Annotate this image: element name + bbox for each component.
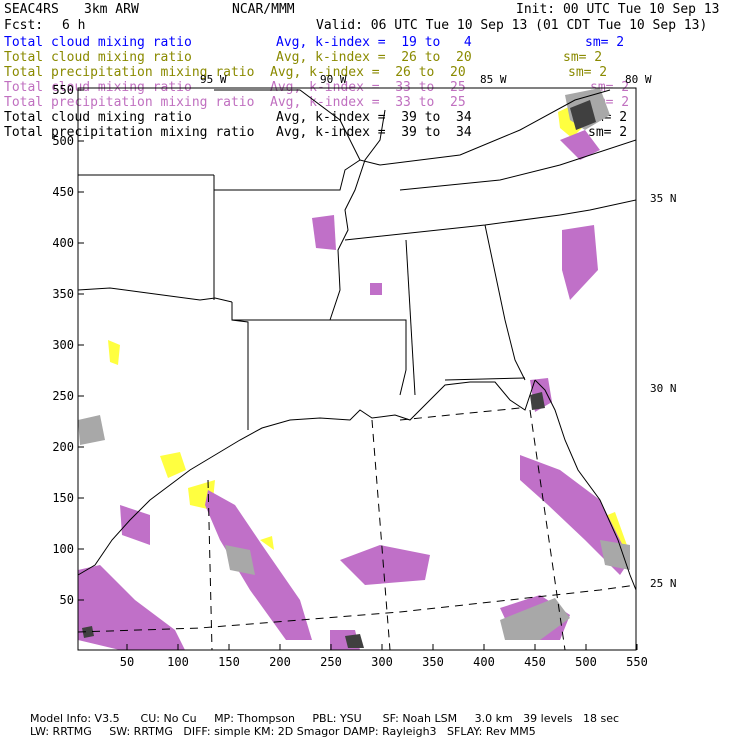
cloud-patch-violet <box>370 283 382 295</box>
lat-lon-dashed-line <box>77 584 637 633</box>
border-line <box>329 109 386 321</box>
x-tick-label: 50 <box>120 655 134 669</box>
y-tick-label: 350 <box>52 287 74 301</box>
model-label: 3km ARW <box>84 2 139 17</box>
border-line <box>444 377 526 381</box>
legend-field-1: Total cloud mixing ratio <box>4 50 192 65</box>
lat-lon-dashed-line <box>371 419 391 651</box>
x-tick-label: 550 <box>626 655 648 669</box>
border-line <box>77 379 536 576</box>
cloud-patch-gray <box>78 415 105 445</box>
model-info-line1: Model Info: V3.5 CU: No Cu MP: Thompson … <box>30 712 620 725</box>
cloud-patch-dark <box>82 626 94 638</box>
x-tick-label: 250 <box>320 655 342 669</box>
cloud-field <box>78 88 630 650</box>
border-line <box>399 139 637 191</box>
border-line <box>534 379 637 591</box>
legend-avg-4: Avg, k-index = 33 to 25 <box>270 95 466 110</box>
valid-time: Valid: 06 UTC Tue 10 Sep 13 (01 CDT Tue … <box>316 18 708 33</box>
cloud-patch-gray <box>500 598 570 640</box>
lon-label: 90 W <box>320 73 347 86</box>
x-tick-label: 150 <box>218 655 240 669</box>
legend-avg-1: Avg, k-index = 26 to 20 <box>276 50 472 65</box>
y-tick-label: 50 <box>60 593 74 607</box>
border-line <box>344 214 561 241</box>
org-label: NCAR/MMM <box>232 2 295 17</box>
y-tick-label: 150 <box>52 491 74 505</box>
legend-avg-0: Avg, k-index = 19 to 4 <box>276 35 472 50</box>
fcst-label: Fcst: <box>4 18 44 33</box>
y-tick-label: 400 <box>52 236 74 250</box>
cloud-patch-gray <box>225 545 255 575</box>
cloud-patch-yellow <box>260 536 274 550</box>
lon-label: 85 W <box>480 73 507 86</box>
legend-field-4: Total precipitation mixing ratio <box>4 95 255 110</box>
legend-avg-5: Avg, k-index = 39 to 34 <box>276 110 472 125</box>
cloud-patch-violet <box>340 545 430 585</box>
lat-label: 30 N <box>650 382 677 395</box>
border-line <box>214 89 361 161</box>
lat-label: 35 N <box>650 192 677 205</box>
cloud-patch-dark <box>570 100 596 130</box>
legend-sm-2: sm= 2 <box>568 65 608 80</box>
legend-avg-2: Avg, k-index = 26 to 20 <box>270 65 466 80</box>
cloud-patch-yellow <box>160 452 186 478</box>
fcst-value: 6 h <box>62 18 86 33</box>
x-tick-label: 450 <box>524 655 546 669</box>
cloud-patch-yellow <box>108 340 120 365</box>
y-tick-label: 450 <box>52 185 74 199</box>
legend-field-6: Total precipitation mixing ratio <box>4 125 255 140</box>
legend-sm-6: sm= 2 <box>588 125 628 140</box>
border-line <box>231 302 249 430</box>
cloud-patch-violet <box>562 225 598 300</box>
y-tick-label: 200 <box>52 440 74 454</box>
cloud-patch-dark <box>345 634 364 648</box>
cloud-patch-gray <box>600 540 630 570</box>
y-tick-label: 500 <box>52 134 74 148</box>
border-line <box>559 199 637 216</box>
border-line <box>77 287 233 303</box>
lat-label: 25 N <box>650 577 677 590</box>
border-line <box>330 319 407 396</box>
border-line <box>484 224 526 381</box>
legend-avg-6: Avg, k-index = 39 to 34 <box>276 125 472 140</box>
lon-label: 95 W <box>200 73 227 86</box>
legend-field-2: Total precipitation mixing ratio <box>4 65 255 80</box>
init-time: Init: 00 UTC Tue 10 Sep 13 <box>516 2 720 17</box>
x-tick-label: 350 <box>422 655 444 669</box>
y-tick-label: 250 <box>52 389 74 403</box>
lat-lon-dashed-line <box>207 479 213 651</box>
cloud-patch-violet <box>312 215 336 250</box>
lat-lon-dashed-line <box>399 407 521 421</box>
cloud-patch-violet <box>120 505 150 545</box>
legend-field-0: Total cloud mixing ratio <box>4 35 192 50</box>
y-tick-label: 300 <box>52 338 74 352</box>
project-label: SEAC4RS <box>4 2 59 17</box>
cloud-patch-violet <box>560 130 600 160</box>
y-tick-label: 100 <box>52 542 74 556</box>
x-tick-label: 500 <box>575 655 597 669</box>
x-tick-label: 200 <box>269 655 291 669</box>
x-tick-label: 300 <box>371 655 393 669</box>
model-info-line2: LW: RRTMG SW: RRTMG DIFF: simple KM: 2D … <box>30 725 536 738</box>
legend-sm-1: sm= 2 <box>563 50 603 65</box>
y-tick-label: 550 <box>52 83 74 97</box>
x-tick-label: 400 <box>473 655 495 669</box>
cloud-patch-dark <box>530 392 545 410</box>
x-tick-label: 100 <box>167 655 189 669</box>
plot-frame <box>77 87 637 651</box>
border-line <box>405 239 416 396</box>
lat-lon-dashed-line <box>529 409 566 651</box>
lon-label: 80 W <box>625 73 652 86</box>
state-borders <box>77 89 637 651</box>
border-line <box>214 159 381 191</box>
cloud-patch-violet <box>205 490 312 640</box>
cloud-patch-violet <box>78 565 185 650</box>
legend-field-5: Total cloud mixing ratio <box>4 110 192 125</box>
legend-sm-0: sm= 2 <box>585 35 625 50</box>
border-line <box>379 89 611 166</box>
map-axes: 50 100 150 200 250 300 350 400 450 500 550 50 100 150… <box>52 73 676 669</box>
